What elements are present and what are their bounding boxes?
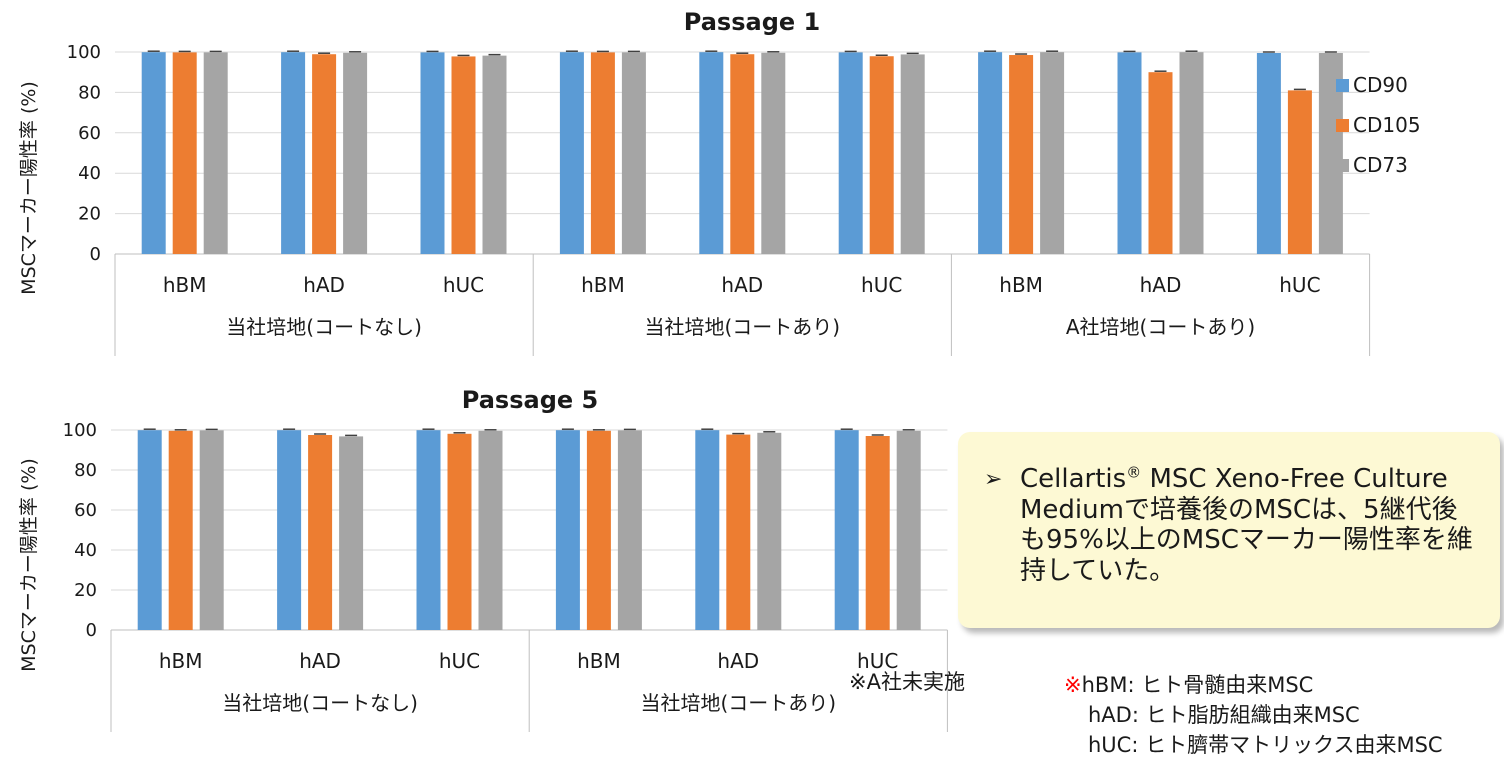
y-tick-label: 80 (78, 82, 101, 103)
not-performed-note: ※A社未実施 (849, 670, 965, 694)
bar-cd105 (1287, 90, 1312, 254)
y-tick-label: 60 (74, 500, 97, 521)
group-label: A社培地(コートあり) (1066, 315, 1255, 339)
bar-cd73 (757, 432, 782, 630)
group-label: 当社培地(コートなし) (222, 691, 418, 715)
category-label: hAD (1140, 273, 1182, 297)
bar-cd90 (416, 430, 441, 630)
bar-cd105 (172, 52, 197, 255)
bar-cd105 (726, 434, 751, 630)
bar-cd90 (1117, 52, 1142, 255)
group-label: 当社培地(コートあり) (644, 315, 840, 339)
bar-cd73 (482, 55, 507, 254)
bar-cd90 (281, 52, 306, 255)
abbreviation-notes: ※hBM: ヒト骨髄由来MSC hAD: ヒト脂肪組織由来MSC hUC: ヒト… (1064, 670, 1443, 760)
category-label: hAD (303, 273, 345, 297)
y-tick-label: 80 (74, 460, 97, 481)
chart-title: Passage 1 (684, 8, 820, 36)
category-label: hBM (163, 273, 207, 297)
bar-cd90 (559, 52, 584, 255)
bar-cd90 (420, 52, 445, 255)
y-tick-label: 40 (74, 540, 97, 561)
note-huc: hUC: ヒト臍帯マトリックス由来MSC (1088, 733, 1443, 757)
bar-cd105 (730, 54, 755, 254)
category-label: hBM (999, 273, 1043, 297)
bar-cd73 (900, 54, 925, 255)
category-label: hUC (1279, 273, 1320, 297)
callout-text: Cellartis® MSC Xeno-Free Culture Mediumで… (1020, 463, 1473, 587)
bar-cd90 (137, 430, 162, 630)
bar-cd73 (343, 52, 368, 254)
legend-swatch-cd73 (1336, 159, 1349, 172)
bar-cd90 (141, 52, 166, 255)
bar-cd105 (1009, 55, 1034, 254)
bar-cd73 (478, 430, 503, 630)
category-label: hUC (443, 273, 484, 297)
bar-cd105 (1148, 72, 1173, 254)
category-label: hBM (581, 273, 625, 297)
arrow-bullet-icon: ➢ (984, 467, 1003, 492)
y-axis-label: MSCマーカー陽性率 (%) (18, 81, 40, 295)
bar-cd90 (838, 52, 863, 255)
bar-cd90 (699, 52, 724, 255)
bar-cd90 (834, 430, 859, 630)
legend-label-cd73: CD73 (1353, 153, 1408, 177)
bar-cd73 (199, 430, 224, 630)
bar-cd73 (896, 430, 921, 630)
bar-cd73 (339, 436, 364, 630)
bar-cd73 (203, 52, 228, 255)
note-had: hAD: ヒト脂肪組織由来MSC (1088, 703, 1360, 727)
group-label: 当社培地(コートなし) (226, 315, 422, 339)
y-tick-label: 20 (74, 580, 97, 601)
bar-cd105 (451, 56, 476, 254)
category-label: hBM (159, 649, 203, 673)
bar-cd90 (277, 430, 302, 630)
reference-mark: ※ (1064, 673, 1082, 697)
bar-cd105 (447, 433, 472, 630)
legend-swatch-cd90 (1336, 79, 1349, 92)
bar-cd105 (590, 52, 615, 255)
category-label: hBM (577, 649, 621, 673)
bar-cd90 (555, 430, 580, 630)
legend-label-cd90: CD90 (1353, 73, 1408, 97)
group-label: 当社培地(コートあり) (640, 691, 836, 715)
bar-cd105 (586, 430, 611, 630)
category-label: hUC (439, 649, 480, 673)
y-tick-label: 60 (78, 123, 101, 144)
bar-cd73 (1040, 52, 1065, 255)
y-tick-label: 100 (67, 42, 101, 63)
bar-cd105 (869, 56, 894, 254)
category-label: hUC (857, 649, 898, 673)
bar-cd90 (978, 52, 1003, 255)
legend-swatch-cd105 (1336, 119, 1349, 132)
bar-cd90 (1256, 53, 1281, 255)
y-tick-label: 0 (86, 620, 97, 641)
category-label: hAD (717, 649, 759, 673)
bar-cd105 (865, 436, 890, 630)
y-tick-label: 0 (90, 244, 101, 265)
y-axis-label: MSCマーカー陽性率 (%) (18, 458, 40, 672)
y-tick-label: 40 (78, 163, 101, 184)
bar-cd105 (312, 54, 337, 254)
y-tick-label: 20 (78, 204, 101, 225)
bar-cd73 (761, 52, 786, 254)
bar-cd73 (617, 430, 642, 630)
bar-cd105 (168, 430, 193, 630)
note-hbm: hBM: ヒト骨髄由来MSC (1081, 673, 1314, 697)
chart-title: Passage 5 (462, 386, 598, 414)
category-label: hAD (299, 649, 341, 673)
category-label: hAD (721, 273, 763, 297)
y-tick-label: 100 (63, 420, 97, 441)
bar-cd105 (308, 435, 333, 630)
bar-cd90 (695, 430, 720, 630)
category-label: hUC (861, 273, 902, 297)
bar-cd73 (1179, 52, 1204, 255)
summary-callout: ➢ Cellartis® MSC Xeno-Free Culture Mediu… (958, 432, 1500, 628)
legend-label-cd105: CD105 (1353, 113, 1421, 137)
bar-cd73 (621, 52, 646, 255)
